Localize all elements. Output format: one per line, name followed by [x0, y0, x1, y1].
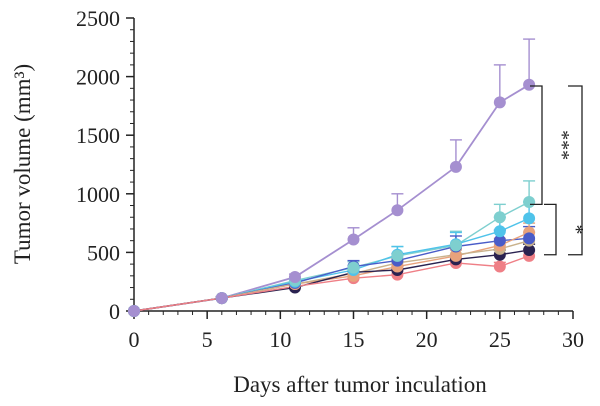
series-line: [133, 240, 530, 312]
data-point: [523, 244, 536, 257]
y-tick-label: 500: [87, 240, 120, 265]
series-1-points: [128, 78, 536, 317]
data-point: [523, 232, 536, 245]
series-3: [133, 201, 536, 312]
data-point: [215, 292, 228, 305]
y-tick-label: 0: [109, 299, 120, 324]
y-tick-label: 1000: [76, 182, 120, 207]
series-1: [133, 38, 536, 312]
significance-label: ***: [551, 130, 573, 160]
data-point: [493, 225, 506, 238]
y-tick-label: 1500: [76, 123, 120, 148]
data-point: [493, 211, 506, 224]
data-point: [523, 212, 536, 225]
data-point: [449, 239, 462, 252]
significance-annotations: *******: [530, 85, 600, 256]
y-tick-label: 2000: [76, 65, 120, 90]
data-point: [523, 196, 536, 209]
series-7-points: [128, 244, 536, 317]
significance-label: *: [565, 225, 587, 235]
data-point: [391, 204, 404, 217]
data-point: [128, 305, 140, 317]
bracket-line: [530, 85, 543, 205]
plot-area: [128, 38, 536, 317]
y-tick-label: 2500: [76, 6, 120, 31]
data-point: [391, 249, 404, 262]
data-point: [288, 271, 301, 284]
significance-bracket: ***: [568, 85, 600, 256]
series-7: [133, 243, 536, 312]
data-point: [449, 249, 462, 262]
x-tick-label: 5: [202, 327, 213, 352]
significance-label: ***: [591, 155, 600, 185]
series-2-points: [128, 196, 536, 317]
series-8-points: [128, 249, 536, 317]
series-5: [133, 222, 536, 312]
significance-bracket: ***: [530, 85, 573, 205]
significance-bracket: *: [544, 203, 587, 256]
series-6-points: [128, 234, 536, 317]
data-point: [347, 233, 360, 246]
series-line: [133, 201, 530, 312]
data-point: [347, 261, 360, 274]
data-point: [449, 160, 462, 173]
x-axis-title: Days after tumor inculation: [233, 372, 487, 397]
x-tick-label: 20: [416, 327, 438, 352]
x-tick-label: 15: [343, 327, 365, 352]
data-point: [523, 78, 536, 91]
x-tick-label: 0: [129, 327, 140, 352]
series-2: [133, 180, 536, 312]
series-8: [133, 250, 536, 312]
axes: 0 5 10 15 20 25 30 0 500 1000 1500 2000 2500: [76, 6, 584, 352]
bracket-line: [568, 85, 583, 256]
data-point: [493, 234, 506, 247]
data-point: [493, 96, 506, 109]
x-tick-label: 30: [562, 327, 584, 352]
x-tick-label: 25: [489, 327, 511, 352]
bracket-line: [544, 203, 557, 256]
x-tick-label: 10: [269, 327, 291, 352]
data-point: [493, 260, 506, 273]
y-axis-title: Tumor volume (mm³): [10, 64, 35, 264]
series-line: [133, 255, 530, 312]
